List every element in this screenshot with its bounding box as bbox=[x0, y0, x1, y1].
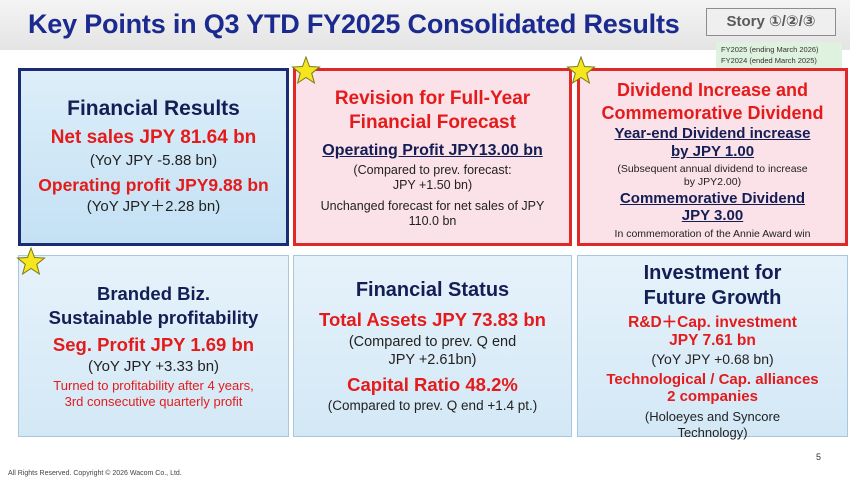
dividend-heading-line1: Dividend Increase and bbox=[616, 80, 809, 100]
year-end-dividend-line1: Year-end Dividend increase bbox=[614, 125, 811, 143]
profitability-note-line2: 3rd consecutive quarterly profit bbox=[64, 393, 243, 409]
page-title: Key Points in Q3 YTD FY2025 Consolidated… bbox=[28, 9, 680, 39]
dividend-panel: Dividend Increase and Commemorative Divi… bbox=[577, 68, 848, 246]
revision-heading-line2: Financial Forecast bbox=[349, 111, 516, 133]
star-icon bbox=[291, 56, 321, 86]
revised-operating-profit: Operating Profit JPY13.00 bn bbox=[322, 141, 543, 159]
total-assets-compare-line1: (Compared to prev. Q end bbox=[348, 334, 517, 351]
rd-capex-yoy: (YoY JPY +0.68 bn) bbox=[651, 350, 774, 367]
star-icon bbox=[566, 56, 596, 86]
year-end-dividend-line2: by JPY 1.00 bbox=[670, 142, 755, 160]
revision-heading-line1: Revision for Full-Year bbox=[334, 88, 531, 109]
profitability-note-line1: Turned to profitability after 4 years, bbox=[53, 378, 254, 394]
financial-results-panel: Financial Results Net sales JPY 81.64 bn… bbox=[18, 68, 289, 246]
dividend-heading-line2: Commemorative Dividend bbox=[601, 102, 824, 123]
unchanged-forecast-line2: 110.0 bn bbox=[408, 214, 457, 229]
branded-heading-line2: Sustainable profitability bbox=[48, 307, 259, 329]
net-sales-yoy: (YoY JPY -5.88 bn) bbox=[89, 151, 218, 169]
segment-profit-yoy: (YoY JPY +3.33 bn) bbox=[87, 357, 220, 375]
subsequent-dividend-line1: (Subsequent annual dividend to increase bbox=[617, 162, 808, 175]
copyright-notice: All Rights Reserved. Copyright © 2026 Wa… bbox=[8, 470, 182, 477]
capital-ratio-value: Capital Ratio 48.2% bbox=[347, 373, 518, 395]
revision-compare-line2: JPY +1.50 bn) bbox=[392, 178, 473, 193]
operating-profit-value: Operating profit JPY9.88 bn bbox=[38, 175, 269, 196]
unchanged-forecast-line1: Unchanged forecast for net sales of JPY bbox=[320, 198, 545, 213]
rd-capex-line2: JPY 7.61 bn bbox=[669, 331, 756, 349]
star-icon bbox=[16, 247, 46, 277]
subsequent-dividend-line2: by JPY2.00) bbox=[683, 175, 742, 188]
segment-profit-value: Seg. Profit JPY 1.69 bn bbox=[52, 333, 255, 355]
alliances-line2: 2 companies bbox=[667, 387, 758, 405]
annie-award-note: In commemoration of the Annie Award win bbox=[614, 227, 811, 240]
alliance-partners-line2: Technology) bbox=[677, 425, 748, 441]
investment-heading-line2: Future Growth bbox=[643, 287, 782, 309]
branded-business-panel: Branded Biz. Sustainable profitability S… bbox=[18, 255, 289, 437]
fiscal-year-notes: FY2025 (ending March 2026) FY2024 (ended… bbox=[716, 42, 842, 69]
financial-results-heading: Financial Results bbox=[67, 97, 240, 120]
revision-compare-line1: (Compared to prev. forecast: bbox=[353, 163, 512, 178]
commemorative-dividend-line2: JPY 3.00 bbox=[681, 207, 744, 225]
rd-capex-line1: R&D＋Cap. investment bbox=[628, 314, 797, 331]
fy-note-previous: FY2024 (ended March 2025) bbox=[721, 56, 817, 65]
total-assets-value: Total Assets JPY 73.83 bn bbox=[319, 309, 546, 330]
alliance-partners-line1: (Holoeyes and Syncore bbox=[644, 409, 781, 425]
financial-status-panel: Financial Status Total Assets JPY 73.83 … bbox=[293, 255, 572, 437]
branded-heading-line1: Branded Biz. bbox=[96, 283, 211, 304]
story-badge: Story ①/②/③ bbox=[706, 8, 836, 36]
commemorative-dividend-line1: Commemorative Dividend bbox=[619, 190, 806, 207]
total-assets-compare-line2: JPY +2.61bn) bbox=[388, 351, 477, 368]
investment-heading-line1: Investment for bbox=[643, 262, 782, 284]
net-sales-value: Net sales JPY 81.64 bn bbox=[50, 127, 257, 149]
page-number: 5 bbox=[816, 452, 822, 462]
operating-profit-yoy: (YoY JPY＋2.28 bn) bbox=[86, 198, 221, 216]
capital-ratio-compare: (Compared to prev. Q end +1.4 pt.) bbox=[327, 397, 538, 413]
alliances-line1: Technological / Cap. alliances bbox=[606, 370, 819, 388]
growth-investment-panel: Investment for Future Growth R&D＋Cap. in… bbox=[577, 255, 848, 440]
forecast-revision-panel: Revision for Full-Year Financial Forecas… bbox=[293, 68, 572, 246]
fy-note-current: FY2025 (ending March 2026) bbox=[721, 45, 819, 54]
financial-status-heading: Financial Status bbox=[355, 279, 510, 301]
